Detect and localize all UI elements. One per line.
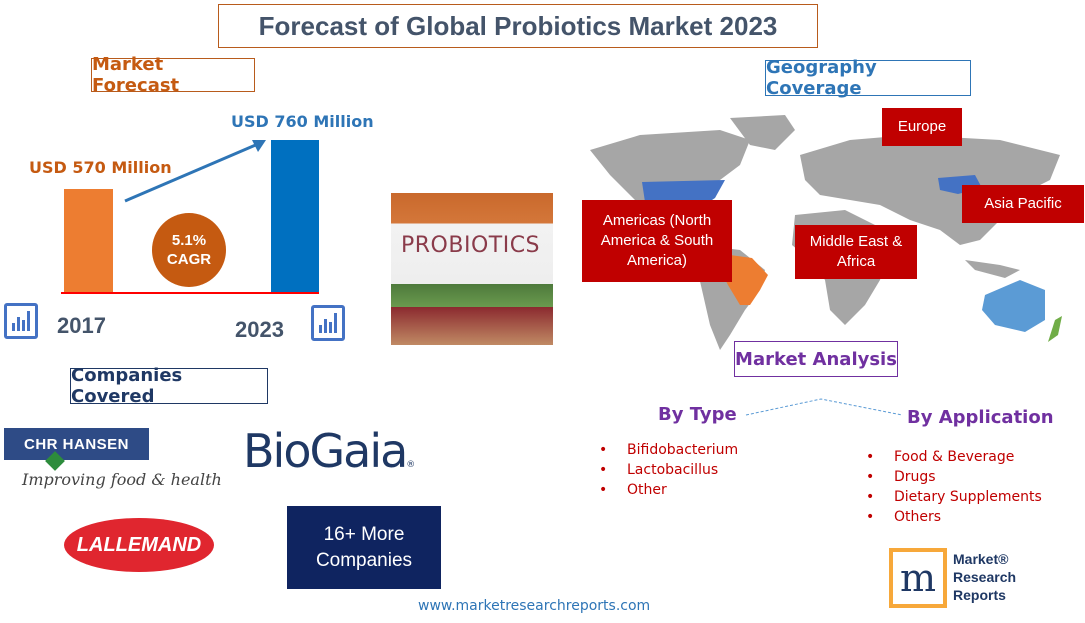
- by-type-heading: By Type: [658, 404, 737, 425]
- cagr-badge: 5.1% CAGR: [152, 213, 226, 287]
- mrr-logo-line3: Reports: [953, 587, 1006, 603]
- cagr-text: CAGR: [166, 251, 212, 268]
- list-item: Bifidobacterium: [599, 440, 738, 460]
- companies-covered-heading: Companies Covered: [70, 365, 268, 407]
- list-item: Dietary Supplements: [866, 487, 1042, 507]
- bar-2017-value-label: USD 570 Million: [29, 158, 172, 177]
- analysis-connector: [745, 398, 903, 416]
- registered-mark: ®: [406, 460, 416, 470]
- region-americas: Americas (North America & South America): [582, 200, 732, 282]
- market-forecast-heading: Market Forecast: [91, 54, 255, 96]
- chart-baseline: [61, 292, 319, 294]
- list-item: Drugs: [866, 467, 1042, 487]
- list-item: Others: [866, 507, 1042, 527]
- more-companies-line1: 16+ More: [323, 523, 405, 545]
- chr-hansen-tagline: Improving food & health: [22, 470, 222, 489]
- lallemand-logo: LALLEMAND: [64, 518, 214, 572]
- page-title: Forecast of Global Probiotics Market 202…: [218, 4, 818, 48]
- year-end-label: 2023: [235, 317, 284, 342]
- mrr-logo-line1: Market®: [953, 551, 1009, 567]
- website-link[interactable]: www.marketresearchreports.com: [418, 598, 651, 614]
- growth-arrow-icon: [124, 140, 266, 203]
- bar-chart-icon: [4, 303, 38, 339]
- by-application-heading: By Application: [907, 407, 1054, 428]
- chr-hansen-logo: CHR HANSEN: [4, 428, 149, 460]
- more-companies-line2: Companies: [315, 549, 413, 571]
- mrr-logo-letter: m: [893, 552, 943, 604]
- region-asia-pacific: Asia Pacific: [962, 185, 1084, 223]
- bar-2023: [271, 140, 319, 293]
- region-europe: Europe: [882, 108, 962, 146]
- biogaia-name: BioGaia: [243, 424, 408, 478]
- year-start-label: 2017: [57, 313, 106, 338]
- mrr-logo-text: Market® Research Reports: [953, 550, 1016, 604]
- list-item: Food & Beverage: [866, 447, 1042, 467]
- bar-2023-value-label: USD 760 Million: [231, 112, 374, 131]
- list-item: Other: [599, 480, 738, 500]
- market-analysis-heading: Market Analysis: [734, 341, 898, 377]
- list-item: Lactobacillus: [599, 460, 738, 480]
- mrr-logo-line2: Research: [953, 569, 1017, 585]
- cagr-value: 5.1%: [171, 232, 207, 249]
- region-middle-east-africa: Middle East & Africa: [795, 225, 917, 279]
- mrr-logo-icon: m: [889, 548, 947, 608]
- probiotics-bottle-label: PROBIOTICS: [401, 233, 541, 258]
- more-companies-box: 16+ More Companies: [287, 506, 441, 589]
- biogaia-logo: BioGaia®: [243, 424, 415, 478]
- geography-coverage-heading: Geography Coverage: [765, 57, 971, 99]
- bar-2017: [64, 189, 113, 293]
- application-list: Food & Beverage Drugs Dietary Supplement…: [866, 447, 1042, 527]
- type-list: Bifidobacterium Lactobacillus Other: [599, 440, 738, 500]
- bar-chart-icon: [311, 305, 345, 341]
- probiotics-product-image: PROBIOTICS: [391, 193, 553, 345]
